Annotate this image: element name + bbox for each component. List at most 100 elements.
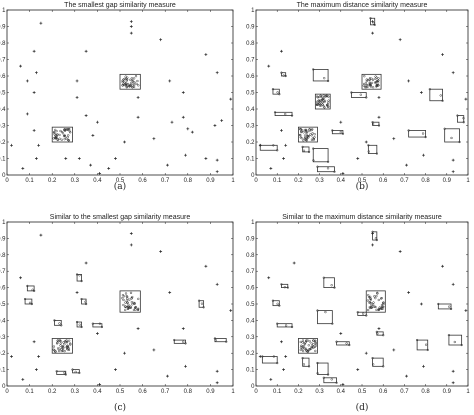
cluster-point (284, 324, 288, 327)
cluster-box (357, 311, 367, 316)
data-point (168, 79, 172, 83)
cluster-point (315, 95, 319, 98)
data-point (229, 309, 233, 312)
cluster-point (32, 289, 36, 293)
cluster-box (54, 319, 62, 326)
cluster-point (367, 150, 370, 153)
cluster-point (456, 114, 459, 117)
cluster-point (56, 347, 60, 350)
cluster-point (310, 134, 313, 137)
cluster-point (359, 93, 362, 96)
data-point (398, 250, 402, 253)
cluster-point (55, 129, 58, 133)
cluster-point (58, 133, 61, 137)
cluster-point (323, 100, 326, 104)
y-tick-label: 0.5 (246, 302, 255, 308)
cluster-point (371, 122, 375, 126)
data-point (84, 49, 88, 53)
data-point (129, 31, 133, 35)
cluster-point (78, 323, 81, 326)
cluster-point (424, 135, 427, 139)
x-tick-label: 0.8 (421, 178, 430, 184)
cluster-point (311, 132, 314, 135)
cluster-point (100, 325, 104, 329)
data-point (215, 170, 219, 174)
cluster-point (282, 74, 285, 77)
y-tick-label: 0.4 (0, 107, 6, 113)
cluster-point (324, 95, 327, 98)
cluster-point (91, 322, 95, 325)
x-tick-label: 1 (231, 389, 235, 395)
cluster-point (75, 273, 79, 276)
x-tick-label: 0.6 (379, 389, 388, 395)
cluster-point (53, 349, 56, 352)
y-tick-label: 0.4 (246, 107, 255, 113)
cluster-point (30, 302, 34, 306)
data-point (186, 127, 190, 131)
data-point (136, 115, 140, 119)
cluster-point (26, 284, 29, 288)
cluster-point (127, 303, 130, 307)
cluster-point (322, 276, 325, 279)
data-point (19, 64, 22, 68)
y-tick-label: 0.1 (0, 157, 6, 163)
cluster-point (71, 368, 74, 371)
data-point (32, 340, 36, 344)
x-tick-label: 0.9 (206, 389, 215, 395)
data-point (152, 137, 156, 141)
cluster-point (124, 301, 127, 304)
cluster-point (301, 145, 304, 149)
data-point (96, 120, 99, 124)
cluster-point (122, 303, 125, 307)
cluster-point (303, 347, 306, 350)
cluster-point (369, 85, 373, 88)
cluster-point (131, 78, 134, 82)
cluster-point (370, 81, 374, 85)
cluster-point (368, 81, 371, 84)
cluster-box (367, 144, 378, 154)
cluster-point (60, 324, 63, 327)
cluster-point (306, 350, 309, 353)
cluster-box (297, 338, 318, 354)
cluster-point (67, 139, 70, 142)
cluster-point (134, 75, 138, 78)
cluster-point (326, 160, 330, 163)
cluster-point (28, 301, 32, 304)
cluster-point (59, 339, 62, 342)
data-point (258, 355, 262, 358)
cluster-point (428, 88, 431, 91)
data-point (258, 143, 262, 147)
cluster-point (375, 152, 378, 155)
data-point (34, 157, 38, 160)
data-point (181, 91, 185, 94)
data-point (215, 158, 219, 162)
y-tick-label: 0.7 (0, 269, 6, 275)
data-point (371, 232, 374, 235)
cluster-point (129, 305, 132, 308)
data-point (170, 120, 174, 124)
x-tick-label: 0.1 (25, 389, 34, 395)
cluster-point (375, 238, 378, 242)
cluster-point (301, 347, 304, 350)
cluster-point (326, 94, 329, 98)
data-point (269, 167, 273, 170)
cluster-point (369, 295, 372, 299)
cluster-point (80, 279, 83, 283)
cluster-point (173, 338, 176, 342)
cluster-point (23, 297, 27, 301)
y-tick-label: 0.9 (246, 25, 255, 31)
cluster-point (121, 297, 124, 300)
cluster-point (299, 136, 302, 139)
cluster-point (63, 343, 66, 346)
cluster-point (307, 348, 310, 351)
cluster-point (437, 302, 440, 306)
cluster-point (302, 345, 306, 348)
cluster-point (382, 305, 385, 308)
cluster-box (416, 339, 429, 351)
data-point (407, 79, 411, 83)
cluster-box (76, 321, 82, 328)
cluster-point (63, 340, 67, 343)
cluster-point (271, 88, 275, 91)
x-tick-label: 0.3 (315, 178, 324, 184)
cluster-box (281, 283, 289, 289)
